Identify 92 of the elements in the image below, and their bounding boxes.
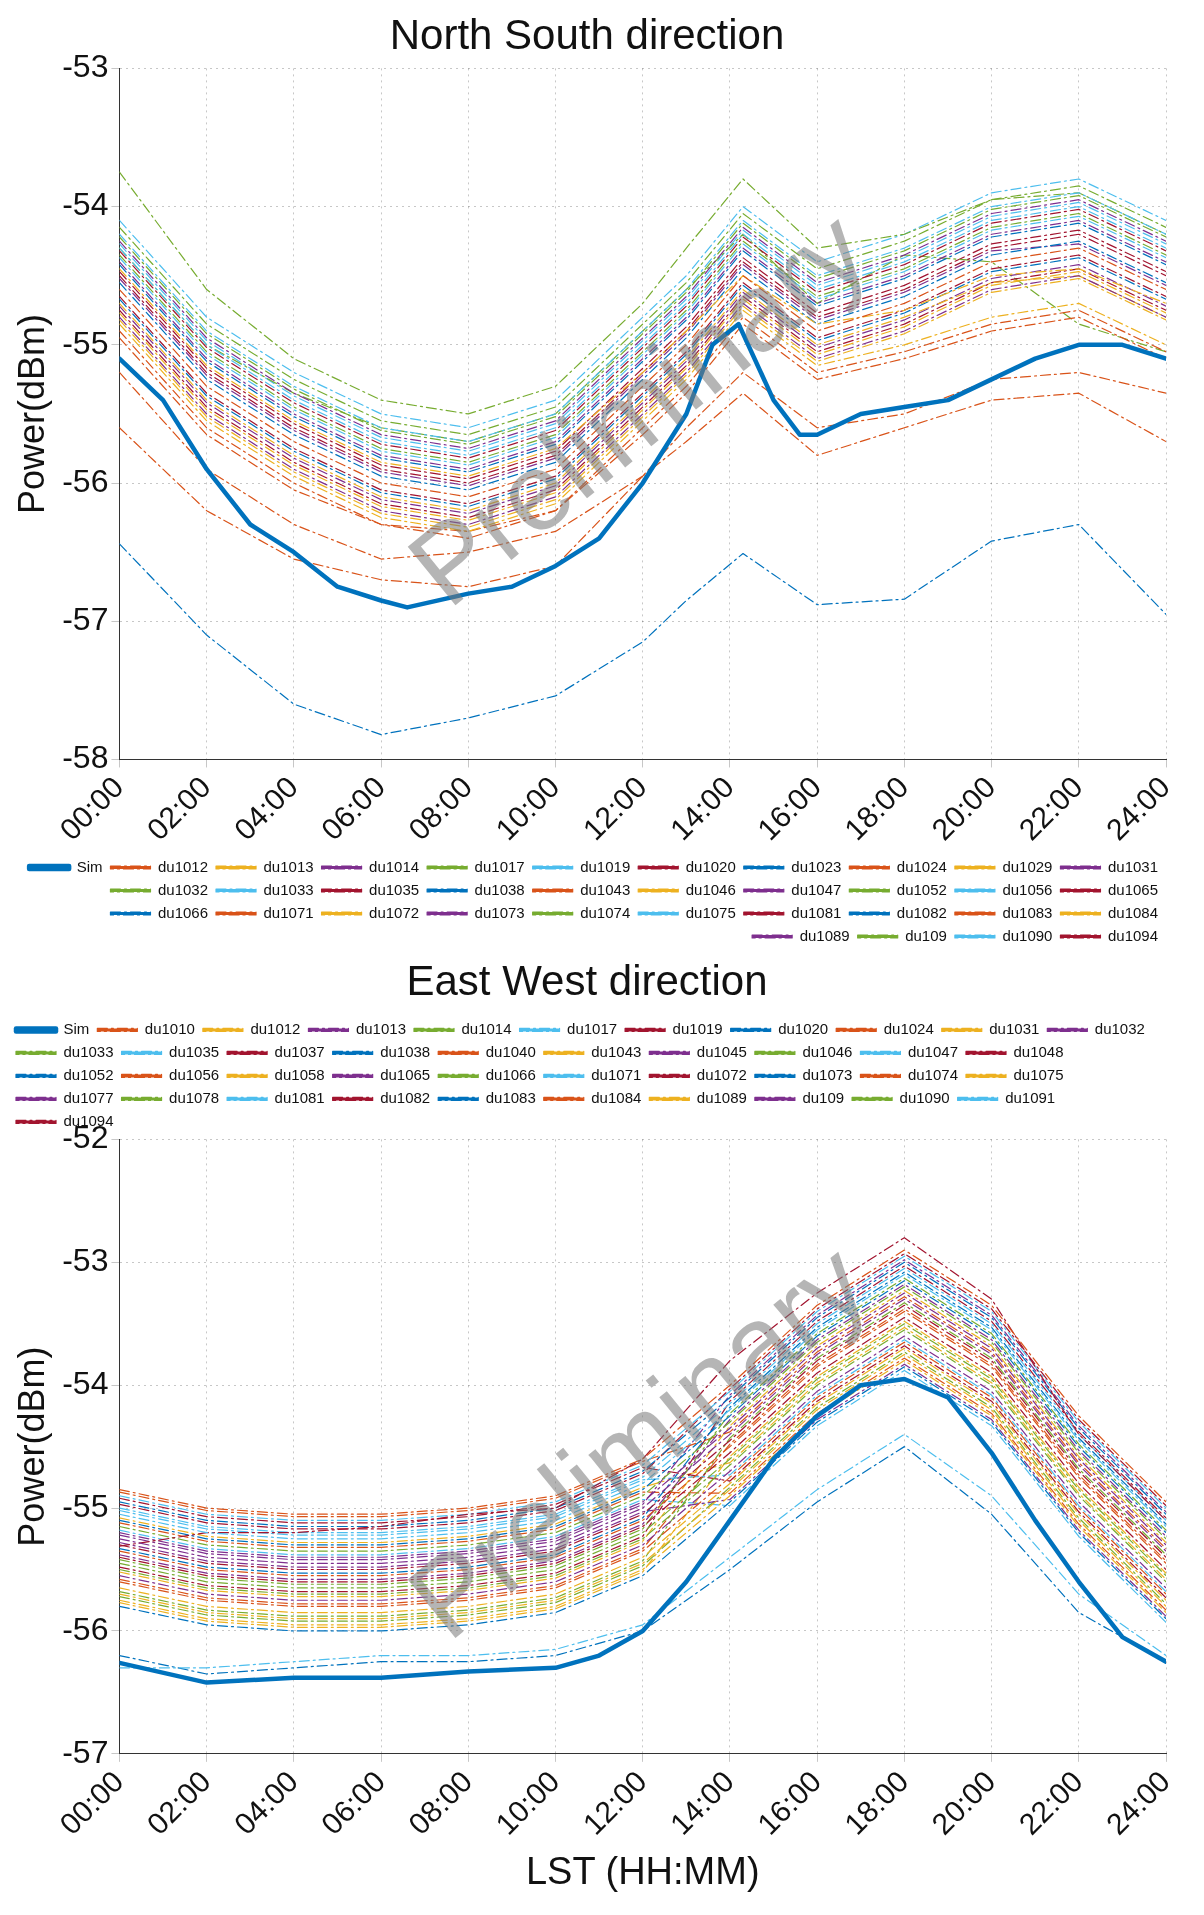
legend-label: du109 [905, 926, 947, 944]
legend-label: du1083 [485, 1089, 536, 1107]
legend-label: du1089 [696, 1089, 747, 1107]
legend-label: du1083 [1002, 903, 1053, 921]
y-tick-label: -53 [62, 1242, 109, 1279]
legend-label: du1082 [896, 903, 947, 921]
y-tick-label: -53 [62, 48, 109, 85]
legend-label: du1013 [263, 857, 314, 875]
legend-label: du1032 [1094, 1020, 1145, 1038]
legend-label: du1020 [685, 857, 736, 875]
legend-label: du1047 [907, 1043, 958, 1061]
legend-label: du1047 [791, 880, 842, 898]
legend-label: du1077 [63, 1089, 114, 1107]
legend-label: du1071 [591, 1066, 642, 1084]
legend-label: du1073 [474, 903, 525, 921]
legend-label: du1090 [1002, 926, 1053, 944]
chart-title: North South direction [389, 10, 785, 58]
legend-label: du1029 [1002, 857, 1053, 875]
legend-label: du1065 [1107, 880, 1159, 898]
legend-label: du1072 [696, 1066, 747, 1084]
legend-label: du1024 [883, 1020, 934, 1038]
legend-label: du1075 [685, 903, 736, 921]
y-axis-title: Power(dBm) [10, 313, 52, 514]
x-axis-title: LST (HH:MM) [525, 1849, 760, 1892]
legend-label: du1048 [1013, 1043, 1064, 1061]
legend-label: du1066 [485, 1066, 536, 1084]
legend-label: du1038 [380, 1043, 431, 1061]
legend-label: du1031 [1107, 857, 1159, 875]
legend-label: du1031 [989, 1020, 1040, 1038]
legend-label: du1082 [380, 1089, 431, 1107]
legend-label: du1073 [802, 1066, 853, 1084]
legend-label: du1032 [157, 880, 209, 898]
legend-label: du1014 [461, 1020, 512, 1038]
legend-label: du1072 [369, 903, 420, 921]
legend-label: du1040 [485, 1043, 536, 1061]
legend-label: du1017 [567, 1020, 618, 1038]
legend-label: du1035 [169, 1043, 220, 1061]
y-tick-label: -58 [62, 739, 109, 776]
legend-label: du1074 [907, 1066, 958, 1084]
legend-label: du1019 [580, 857, 631, 875]
legend-label: du1038 [474, 880, 525, 898]
legend-label: du1052 [63, 1066, 114, 1084]
legend-label: du1089 [799, 926, 850, 944]
legend-label: du1023 [791, 857, 842, 875]
legend-label: du1033 [263, 880, 314, 898]
legend-label: du1024 [896, 857, 947, 875]
y-tick-label: -57 [62, 601, 109, 638]
legend-label: du109 [802, 1089, 845, 1107]
y-tick-label: -55 [62, 324, 109, 361]
legend-label: du1081 [791, 903, 842, 921]
legend-label: du1037 [274, 1043, 325, 1061]
legend-label: du1081 [274, 1089, 325, 1107]
legend-label: du1090 [899, 1089, 950, 1107]
y-tick-label: -54 [62, 1365, 109, 1402]
chart-title: East West direction [406, 956, 768, 1004]
legend-label: du1094 [1107, 926, 1159, 944]
legend-label: du1075 [1013, 1066, 1064, 1084]
y-tick-label: -56 [62, 462, 109, 499]
legend-label: Sim [76, 857, 103, 875]
y-tick-label: -56 [62, 1610, 109, 1647]
y-tick-label: -54 [62, 186, 109, 223]
y-axis-title: Power(dBm) [10, 1346, 52, 1547]
legend-label: du1046 [685, 880, 736, 898]
legend-label: du1056 [169, 1066, 220, 1084]
legend-label: du1071 [263, 903, 314, 921]
legend-label: du1056 [1002, 880, 1053, 898]
legend-label: du1065 [380, 1066, 431, 1084]
legend-label: du1066 [157, 903, 209, 921]
y-tick-label: -55 [62, 1487, 109, 1524]
legend-label: du1020 [778, 1020, 829, 1038]
legend-label: du1035 [369, 880, 420, 898]
legend-label: du1043 [580, 880, 631, 898]
legend-label: du1033 [63, 1043, 114, 1061]
legend-label: du1045 [696, 1043, 747, 1061]
legend-label: du1084 [1107, 903, 1159, 921]
legend-label: du1010 [144, 1020, 195, 1038]
legend-label: Sim [63, 1020, 90, 1038]
legend-label: du1084 [591, 1089, 642, 1107]
legend-label: du1043 [591, 1043, 642, 1061]
legend-label: du1013 [355, 1020, 406, 1038]
y-tick-label: -57 [62, 1733, 109, 1770]
legend-label: du1046 [802, 1043, 853, 1061]
legend-label: du1019 [672, 1020, 723, 1038]
legend-label: du1012 [250, 1020, 301, 1038]
legend-label: du1091 [1005, 1089, 1056, 1107]
legend-label: du1012 [157, 857, 209, 875]
legend-label: du1058 [274, 1066, 325, 1084]
legend-label: du1014 [369, 857, 420, 875]
legend-label: du1078 [169, 1089, 220, 1107]
legend-label: du1052 [896, 880, 947, 898]
legend-label: du1074 [580, 903, 631, 921]
legend-label: du1017 [474, 857, 525, 875]
